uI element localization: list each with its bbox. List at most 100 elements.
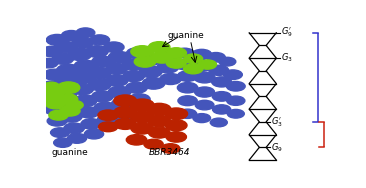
Circle shape xyxy=(158,51,178,61)
Circle shape xyxy=(130,99,154,111)
Text: guanine: guanine xyxy=(52,148,88,157)
Circle shape xyxy=(128,94,150,105)
Circle shape xyxy=(44,104,64,115)
Circle shape xyxy=(51,128,69,137)
Circle shape xyxy=(157,62,179,73)
Circle shape xyxy=(141,55,161,65)
Circle shape xyxy=(210,118,227,127)
Circle shape xyxy=(126,82,147,93)
Circle shape xyxy=(39,58,58,68)
Circle shape xyxy=(227,109,244,118)
Text: $G_9$: $G_9$ xyxy=(271,141,283,154)
Circle shape xyxy=(198,60,217,69)
Text: BBR3464: BBR3464 xyxy=(148,148,190,157)
Circle shape xyxy=(60,111,82,122)
Circle shape xyxy=(52,53,74,64)
Circle shape xyxy=(84,129,104,139)
Circle shape xyxy=(74,95,97,107)
Circle shape xyxy=(212,92,231,101)
Circle shape xyxy=(92,91,113,102)
Circle shape xyxy=(165,108,188,120)
Circle shape xyxy=(106,63,127,74)
Circle shape xyxy=(54,138,72,147)
Circle shape xyxy=(74,60,97,72)
Circle shape xyxy=(41,93,59,102)
Circle shape xyxy=(114,95,137,107)
Circle shape xyxy=(72,84,93,95)
Circle shape xyxy=(149,127,170,138)
Circle shape xyxy=(61,30,81,41)
Circle shape xyxy=(108,52,131,63)
Text: $G_9'$: $G_9'$ xyxy=(281,26,293,39)
Circle shape xyxy=(175,48,194,58)
Circle shape xyxy=(148,115,171,127)
Circle shape xyxy=(212,77,232,87)
Circle shape xyxy=(194,72,215,83)
Circle shape xyxy=(41,93,61,103)
Circle shape xyxy=(81,119,101,129)
Circle shape xyxy=(224,70,242,80)
Circle shape xyxy=(165,120,187,131)
Circle shape xyxy=(88,67,111,79)
Circle shape xyxy=(131,46,154,57)
Circle shape xyxy=(161,144,180,153)
Circle shape xyxy=(166,132,186,142)
Circle shape xyxy=(122,59,145,70)
Circle shape xyxy=(64,123,84,133)
Circle shape xyxy=(58,100,79,111)
Circle shape xyxy=(147,103,171,115)
Circle shape xyxy=(112,98,133,109)
Circle shape xyxy=(49,110,68,120)
Circle shape xyxy=(41,81,61,92)
Circle shape xyxy=(85,46,108,57)
Circle shape xyxy=(98,122,118,132)
Circle shape xyxy=(98,110,118,121)
Circle shape xyxy=(227,81,245,91)
Circle shape xyxy=(68,48,92,61)
Circle shape xyxy=(54,41,77,53)
Circle shape xyxy=(160,74,181,85)
Circle shape xyxy=(131,122,154,134)
Circle shape xyxy=(76,28,95,37)
Circle shape xyxy=(67,133,87,143)
Circle shape xyxy=(179,109,197,118)
Circle shape xyxy=(44,69,65,80)
Circle shape xyxy=(56,64,81,76)
Circle shape xyxy=(54,88,77,99)
Circle shape xyxy=(184,54,203,64)
Circle shape xyxy=(219,57,236,66)
Circle shape xyxy=(45,86,67,98)
Circle shape xyxy=(178,71,198,81)
Circle shape xyxy=(123,71,145,82)
Circle shape xyxy=(209,65,229,75)
Circle shape xyxy=(56,94,78,105)
Circle shape xyxy=(65,100,83,110)
Circle shape xyxy=(184,64,203,74)
Circle shape xyxy=(45,98,66,109)
Circle shape xyxy=(227,96,245,105)
Circle shape xyxy=(166,58,186,68)
Circle shape xyxy=(78,107,99,118)
Circle shape xyxy=(90,35,109,45)
Circle shape xyxy=(92,56,113,67)
Text: $G_3$: $G_3$ xyxy=(281,52,293,64)
Circle shape xyxy=(191,61,212,71)
Circle shape xyxy=(192,49,212,59)
Circle shape xyxy=(114,107,137,118)
Circle shape xyxy=(151,52,173,63)
Circle shape xyxy=(178,83,198,93)
Circle shape xyxy=(88,79,111,91)
Circle shape xyxy=(206,52,225,62)
Circle shape xyxy=(72,37,93,48)
Circle shape xyxy=(139,66,162,78)
Circle shape xyxy=(46,34,68,45)
Circle shape xyxy=(144,139,163,149)
Circle shape xyxy=(44,82,59,90)
Circle shape xyxy=(175,59,195,70)
Circle shape xyxy=(213,105,231,114)
Circle shape xyxy=(134,56,156,67)
Circle shape xyxy=(71,71,94,84)
Circle shape xyxy=(127,48,146,58)
Circle shape xyxy=(195,87,214,97)
Circle shape xyxy=(41,46,61,57)
